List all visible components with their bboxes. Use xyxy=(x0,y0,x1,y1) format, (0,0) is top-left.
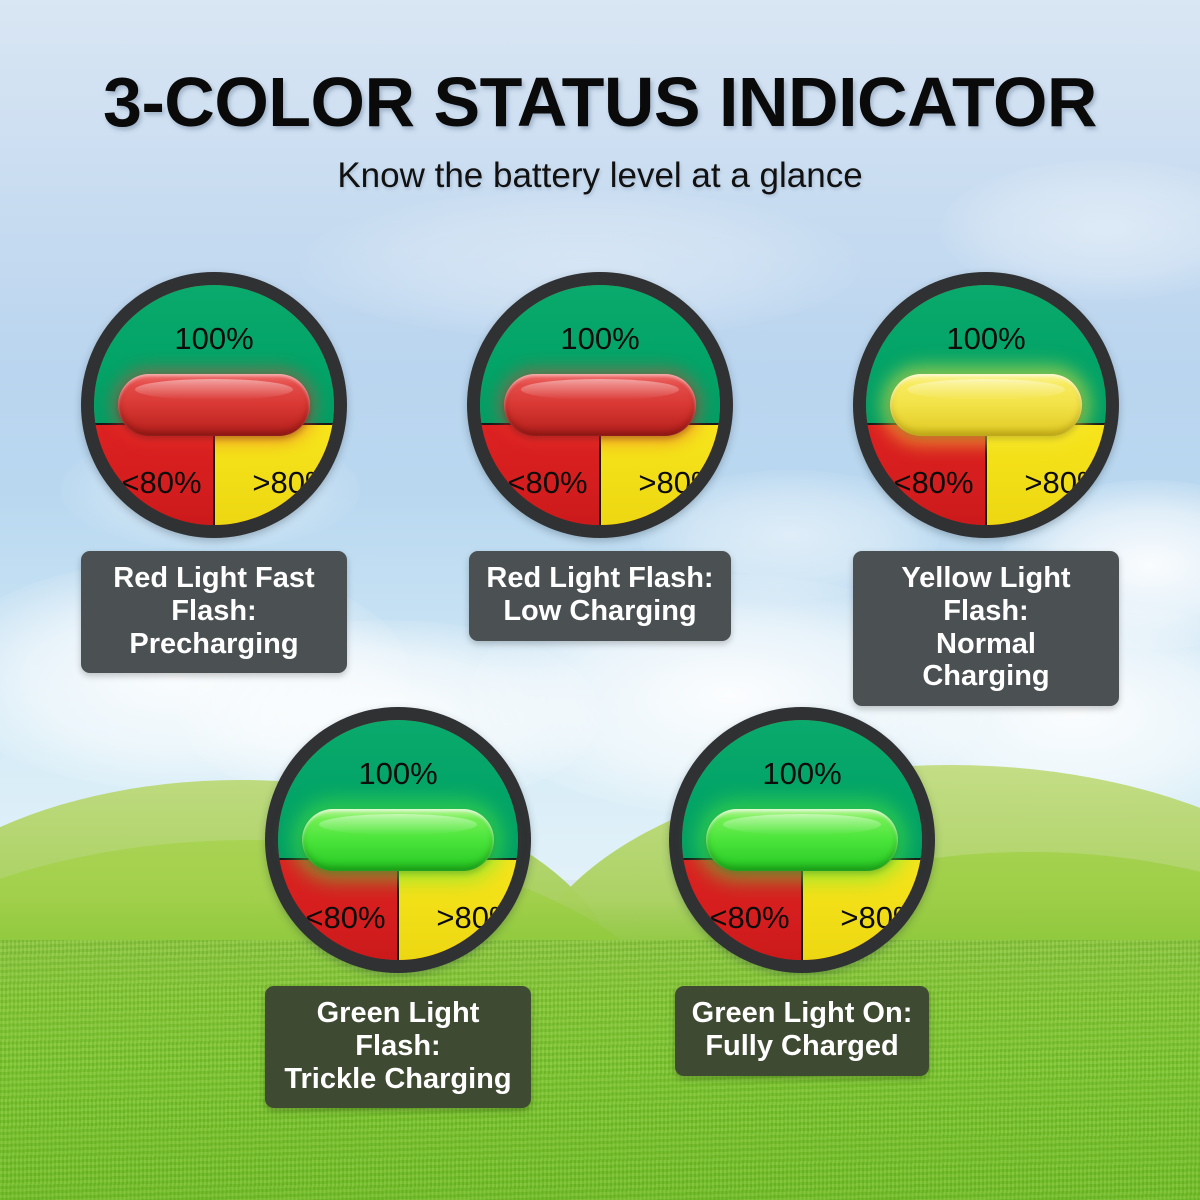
dial-segment-high xyxy=(802,859,922,960)
page-title: 3-COLOR STATUS INDICATOR xyxy=(103,63,1097,141)
led-indicator-green xyxy=(302,809,494,871)
led-indicator-yellow xyxy=(890,374,1082,436)
dial-label-low: <80% xyxy=(893,465,974,500)
indicator-row-2: 100% <80% >80% Green Light Flash: Trickl… xyxy=(0,707,1200,1109)
status-dial: 100% <80% >80% xyxy=(853,272,1119,538)
led-indicator-green xyxy=(706,809,898,871)
led-gloss-highlight xyxy=(521,378,679,401)
indicator-card: 100% <80% >80% Green Light Flash: Trickl… xyxy=(265,707,531,1109)
status-dial: 100% <80% >80% xyxy=(669,707,935,973)
indicator-card: 100% <80% >80% Red Light Flash: Low Char… xyxy=(467,272,733,706)
dial-label-low: <80% xyxy=(507,465,588,500)
dial-divider-vertical xyxy=(397,859,399,960)
dial-label-low: <80% xyxy=(305,900,386,935)
status-caption: Red Light Flash: Low Charging xyxy=(469,551,731,641)
dial-label-low: <80% xyxy=(709,900,790,935)
header: 3-COLOR STATUS INDICATOR Know the batter… xyxy=(0,0,1200,196)
dial-divider-vertical xyxy=(599,424,601,525)
dial-divider-vertical xyxy=(801,859,803,960)
led-gloss-highlight xyxy=(319,813,477,836)
dial-label-full: 100% xyxy=(946,321,1026,356)
dial-label-high: >80% xyxy=(252,465,333,500)
indicator-card: 100% <80% >80% Green Light On: Fully Cha… xyxy=(669,707,935,1108)
dial-label-high: >80% xyxy=(436,900,517,935)
status-caption: Yellow Light Flash: Normal Charging xyxy=(853,551,1119,707)
dial-label-full: 100% xyxy=(560,321,640,356)
dial-divider-vertical xyxy=(213,424,215,525)
status-dial: 100% <80% >80% xyxy=(265,707,531,973)
page-subtitle: Know the battery level at a glance xyxy=(337,156,863,195)
dial-label-high: >80% xyxy=(638,465,719,500)
dial-segment-low xyxy=(94,424,214,525)
dial-segment-high xyxy=(214,424,334,525)
dial-label-low: <80% xyxy=(121,465,202,500)
led-gloss-highlight xyxy=(723,813,881,836)
dial-label-high: >80% xyxy=(840,900,921,935)
status-dial: 100% <80% >80% xyxy=(467,272,733,538)
dial-label-high: >80% xyxy=(1024,465,1105,500)
status-caption: Green Light Flash: Trickle Charging xyxy=(265,986,531,1109)
led-gloss-highlight xyxy=(135,378,293,401)
indicator-card: 100% <80% >80% Red Light Fast Flash: Pre… xyxy=(81,272,347,706)
dial-label-full: 100% xyxy=(174,321,254,356)
indicator-row-1: 100% <80% >80% Red Light Fast Flash: Pre… xyxy=(0,272,1200,707)
dial-divider-vertical xyxy=(985,424,987,525)
status-caption: Green Light On: Fully Charged xyxy=(674,986,930,1076)
led-gloss-highlight xyxy=(907,378,1065,401)
dial-segment-low xyxy=(480,424,600,525)
indicator-card: 100% <80% >80% Yellow Light Flash: Norma… xyxy=(853,272,1119,707)
grass-field xyxy=(0,940,1200,1200)
status-dial: 100% <80% >80% xyxy=(81,272,347,538)
status-caption: Red Light Fast Flash: Precharging xyxy=(81,551,347,674)
dial-segment-low xyxy=(278,859,398,960)
dial-segment-high xyxy=(398,859,518,960)
dial-label-full: 100% xyxy=(762,756,842,791)
led-indicator-red xyxy=(504,374,696,436)
dial-segment-low xyxy=(682,859,802,960)
dial-label-full: 100% xyxy=(358,756,438,791)
led-indicator-red xyxy=(118,374,310,436)
